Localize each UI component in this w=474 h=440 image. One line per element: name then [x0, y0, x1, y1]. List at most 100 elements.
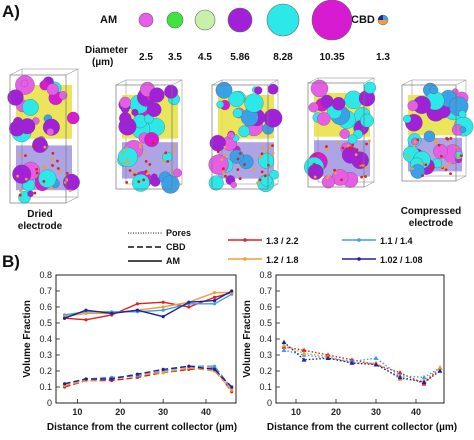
data-point [437, 365, 443, 370]
cbd-sphere [236, 168, 240, 171]
y-tick-label: 0.5 [39, 318, 52, 328]
data-point [84, 318, 88, 322]
data-point [373, 355, 379, 360]
am-sphere [32, 137, 48, 153]
y-tick-label: 0.1 [39, 382, 52, 392]
diameter-value: 4.5 [198, 52, 212, 63]
series-line-cbd [64, 365, 233, 390]
y-tick-label: 0.6 [259, 302, 272, 312]
am-sphere [20, 79, 29, 88]
cbd-sphere [18, 153, 22, 157]
y-axis-label: Volume Fraction [242, 300, 253, 378]
electrode-box [401, 79, 474, 182]
cbd-sphere [325, 176, 329, 180]
data-point [187, 364, 191, 368]
am-sphere [173, 168, 182, 178]
am-sphere [458, 110, 467, 119]
am-sphere [119, 96, 132, 109]
am-sphere [230, 181, 237, 189]
data-point [110, 311, 114, 315]
am-sphere [313, 166, 323, 176]
am-sphere [119, 112, 132, 125]
am-sphere [149, 87, 165, 103]
am-sphere [144, 132, 160, 148]
y-tick-label: 0.4 [259, 334, 272, 344]
am-sphere [229, 149, 244, 164]
legend-cbd-label: CBD [166, 242, 186, 252]
am-sphere [347, 134, 358, 144]
cbd-sphere [64, 180, 67, 184]
plot-frame [275, 274, 445, 404]
cbd-sphere [125, 180, 129, 184]
cbd-sphere [58, 169, 62, 173]
am-sphere [310, 79, 329, 98]
dried-caption: Dried electrode [17, 209, 63, 232]
series-line-pores [283, 344, 441, 382]
am-sphere [363, 81, 377, 94]
cbd-sphere [325, 148, 329, 152]
am-sphere [58, 91, 68, 100]
cbd-sphere [144, 169, 148, 173]
am-particle-4-5 [194, 9, 216, 31]
am-sphere [258, 152, 275, 169]
data-point [62, 382, 67, 386]
cbd-sphere [223, 153, 227, 157]
data-point [281, 347, 287, 352]
cbd-sphere [340, 178, 343, 182]
data-point [187, 305, 191, 309]
cbd-sphere [148, 162, 152, 166]
cbd-sphere [42, 179, 46, 183]
diameter-value: 10.35 [319, 52, 345, 63]
legend-ratio-label: 1.1 / 1.4 [380, 236, 413, 246]
cbd-sphere [446, 137, 450, 141]
cbd-sphere [252, 168, 256, 171]
cbd-sphere [448, 161, 451, 165]
cbd-sphere [258, 178, 262, 182]
cbd-sphere [223, 145, 227, 149]
am-sphere [254, 86, 263, 95]
legend-pores-label: Pores [166, 228, 192, 238]
y-tick-label: 0.4 [39, 334, 52, 344]
am-sphere [7, 89, 24, 106]
cbd-sphere [224, 174, 227, 178]
y-tick-label: 0.1 [259, 382, 272, 392]
cbd-sphere [313, 175, 317, 179]
electrode-box [7, 68, 80, 204]
electrode-box [304, 77, 377, 189]
cbd-sphere [41, 165, 45, 169]
cbd-sphere [360, 175, 364, 179]
legend-am-label: AM [166, 256, 180, 266]
am-label: AM [100, 14, 118, 26]
cbd-sphere [334, 171, 337, 175]
cbd-sphere [173, 144, 177, 148]
diameter-value: 8.28 [273, 52, 293, 63]
series-line-am [64, 291, 232, 318]
data-point [212, 295, 217, 299]
cbd-sphere [265, 149, 269, 153]
diameter-label: Diameter [85, 45, 128, 56]
cbd-sphere [428, 167, 432, 170]
data-point [212, 364, 217, 368]
cbd-sphere [126, 157, 130, 161]
data-point [135, 308, 140, 312]
cbd-sphere [238, 177, 242, 180]
cbd-sphere [333, 168, 336, 172]
cbd-sphere [358, 162, 362, 166]
cbd-sphere [456, 154, 460, 158]
am-sphere [208, 154, 229, 175]
data-point [373, 362, 379, 367]
cbd-sphere [172, 150, 176, 154]
series-line-cbd [64, 367, 233, 393]
cbd-sphere [242, 163, 246, 166]
data-point [161, 367, 165, 371]
cbd-sphere [268, 144, 271, 148]
am-sphere [269, 170, 279, 180]
cbd-sphere [16, 174, 20, 178]
electrode-box [208, 79, 283, 192]
legend-ratio-label: 1.02 / 1.08 [380, 255, 423, 265]
x-tick-label: 20 [115, 407, 125, 417]
am-particle-3-5 [166, 11, 184, 29]
cbd-sphere [121, 151, 125, 154]
cbd-sphere [411, 167, 414, 171]
data-point [135, 372, 140, 376]
